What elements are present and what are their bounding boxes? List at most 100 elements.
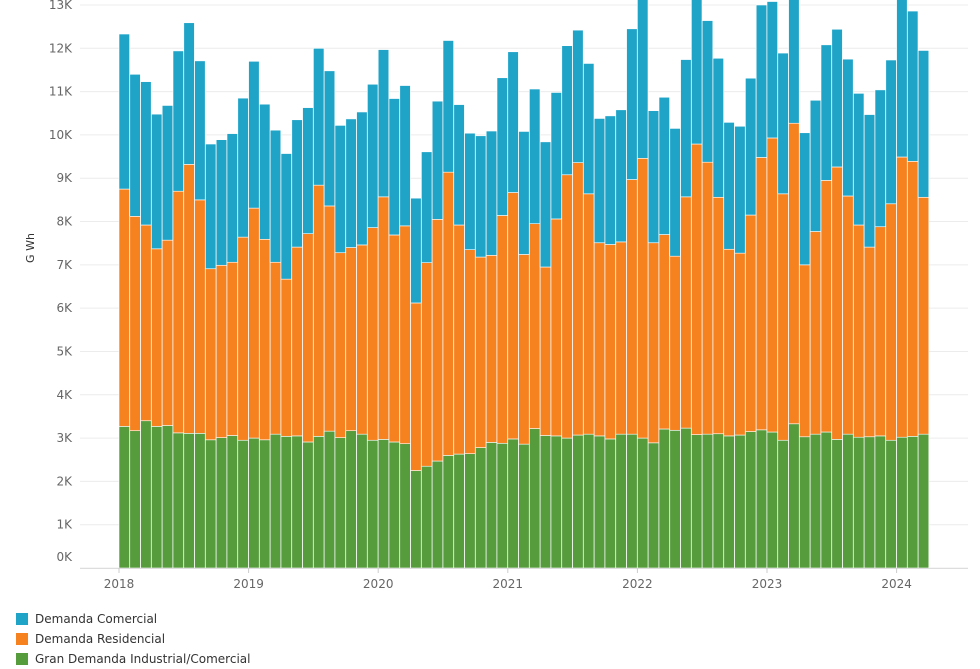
bar-segment[interactable]: Demanda Comercial 2019-05: 2940 [291,119,303,248]
bars[interactable]: Gran Demanda Industrial/Comercial 2018-0… [118,0,930,569]
bar-segment[interactable]: Demanda Residencial 2022-02: 4620 [647,242,660,444]
bar-segment[interactable]: Demanda Residencial 2020-08: 5290 [453,224,465,455]
bar-segment[interactable]: Demanda Comercial 2020-12: 3180 [496,77,508,216]
bar-segment[interactable]: Demanda Residencial 2021-12: 5880 [626,179,638,435]
bar-segment[interactable]: Gran Demanda Industrial/Comercial 2018-1… [226,435,238,569]
bar-segment[interactable]: Demanda Residencial 2023-08: 5500 [842,195,854,435]
bar-segment[interactable]: Gran Demanda Industrial/Comercial 2023-0… [842,433,854,569]
bar-segment[interactable]: Demanda Comercial 2023-05: 3030 [809,99,822,232]
bar-segment[interactable]: Demanda Comercial 2019-03: 3050 [269,129,282,263]
bar-segment[interactable]: Gran Demanda Industrial/Comercial 2023-0… [831,439,843,569]
bar-segment[interactable]: Gran Demanda Industrial/Comercial 2018-0… [205,439,217,569]
bar-segment[interactable]: Demanda Residencial 2019-02: 4630 [259,238,271,441]
bar-segment[interactable]: Demanda Comercial 2022-05: 3170 [680,59,692,198]
bar-segment[interactable]: Demanda Residencial 2018-03: 4520 [140,224,152,422]
bar-segment[interactable]: Demanda Residencial 2023-03: 6940 [788,122,800,425]
bar-segment[interactable]: Demanda Comercial 2023-03: 3240 [788,0,800,124]
bar-segment[interactable]: Gran Demanda Industrial/Comercial 2021-0… [539,435,552,569]
bar-segment[interactable]: Gran Demanda Industrial/Comercial 2022-0… [669,429,681,569]
bar-segment[interactable]: Gran Demanda Industrial/Comercial 2020-0… [453,453,465,569]
bar-segment[interactable]: Demanda Comercial 2022-07: 3270 [701,20,714,163]
bar-segment[interactable]: Gran Demanda Industrial/Comercial 2019-1… [345,430,357,569]
bar-segment[interactable]: Demanda Residencial 2022-03: 4490 [658,234,670,430]
bar-segment[interactable]: Demanda Residencial 2021-06: 6080 [561,174,573,439]
bar-segment[interactable]: Gran Demanda Industrial/Comercial 2024-0… [917,433,930,569]
bar-segment[interactable]: Demanda Comercial 2019-10: 2970 [345,118,357,248]
bar-segment[interactable]: Demanda Residencial 2022-12: 6290 [755,157,768,431]
bar-segment[interactable]: Gran Demanda Industrial/Comercial 2023-0… [788,423,800,569]
bar-segment[interactable]: Demanda Residencial 2020-03: 5030 [399,225,411,445]
bar-segment[interactable]: Demanda Residencial 2023-09: 4900 [853,224,865,438]
bar-segment[interactable]: Gran Demanda Industrial/Comercial 2022-0… [712,433,724,569]
bar-segment[interactable]: Demanda Comercial 2021-03: 3110 [529,88,541,225]
bar-segment[interactable]: Demanda Comercial 2021-06: 2980 [561,45,573,176]
bar-segment[interactable]: Demanda Comercial 2020-10: 2800 [475,135,487,258]
bar-segment[interactable]: Gran Demanda Industrial/Comercial 2018-0… [151,426,163,569]
bar-segment[interactable]: Demanda Residencial 2019-04: 3630 [280,278,292,437]
bar-segment[interactable]: Demanda Residencial 2020-10: 4400 [475,256,487,448]
bar-segment[interactable]: Demanda Comercial 2020-08: 2780 [453,104,465,226]
bar-segment[interactable]: Gran Demanda Industrial/Comercial 2023-1… [885,439,897,569]
bar-segment[interactable]: Gran Demanda Industrial/Comercial 2019-1… [356,433,368,569]
bar-segment[interactable]: Demanda Comercial 2021-11: 3050 [615,109,627,243]
bar-segment[interactable]: Demanda Residencial 2023-12: 5460 [885,203,897,441]
bar-segment[interactable]: Gran Demanda Industrial/Comercial 2018-0… [172,432,184,569]
bar-segment[interactable]: Demanda Residencial 2022-04: 4020 [669,255,681,431]
bar-segment[interactable]: Demanda Residencial 2018-01: 5480 [118,188,130,427]
bar-segment[interactable]: Gran Demanda Industrial/Comercial 2019-0… [302,441,314,569]
bar-segment[interactable]: Gran Demanda Industrial/Comercial 2021-1… [615,433,627,569]
bar-segment[interactable]: Gran Demanda Industrial/Comercial 2022-0… [680,427,692,569]
bar-segment[interactable]: Demanda Comercial 2021-02: 2840 [518,131,530,255]
bar-segment[interactable]: Gran Demanda Industrial/Comercial 2023-0… [777,439,789,569]
bar-segment[interactable]: Demanda Residencial 2018-05: 4280 [161,239,174,426]
bar-segment[interactable]: Gran Demanda Industrial/Comercial 2019-0… [248,437,260,569]
bar-segment[interactable]: Demanda Residencial 2023-01: 6790 [766,137,778,433]
bar-segment[interactable]: Demanda Comercial 2021-01: 3250 [507,51,519,193]
bar-segment[interactable]: Demanda Comercial 2019-08: 3120 [323,70,336,207]
bar-segment[interactable]: Demanda Comercial 2020-05: 2560 [421,151,433,263]
bar-segment[interactable]: Demanda Comercial 2022-03: 3170 [658,96,670,235]
bar-segment[interactable]: Demanda Residencial 2019-07: 5800 [313,184,325,437]
bar-segment[interactable]: Demanda Comercial 2022-12: 3520 [755,4,768,158]
bar-segment[interactable]: Demanda Residencial 2022-07: 6280 [701,161,714,435]
bar-segment[interactable]: Demanda Comercial 2023-01: 3150 [766,1,778,139]
bar-segment[interactable]: Gran Demanda Industrial/Comercial 2021-0… [529,428,541,569]
bar-segment[interactable]: Gran Demanda Industrial/Comercial 2019-0… [313,436,325,569]
bar-segment[interactable]: Demanda Comercial 2018-07: 3270 [183,22,195,165]
bar-segment[interactable]: Demanda Residencial 2023-06: 5810 [820,180,832,433]
bar-segment[interactable]: Demanda Comercial 2022-01: 3740 [637,0,649,159]
bar-segment[interactable]: Demanda Residencial 2024-01: 6470 [896,156,908,438]
bar-segment[interactable]: Gran Demanda Industrial/Comercial 2018-0… [140,420,152,569]
bar-segment[interactable]: Demanda Residencial 2018-06: 5580 [172,190,184,434]
bar-segment[interactable]: Gran Demanda Industrial/Comercial 2021-0… [518,443,530,569]
bar-segment[interactable]: Demanda Comercial 2023-06: 3130 [820,44,832,181]
bar-segment[interactable]: Gran Demanda Industrial/Comercial 2021-0… [507,438,519,569]
bar-segment[interactable]: Demanda Residencial 2019-05: 4360 [291,246,303,437]
bar-segment[interactable]: Demanda Residencial 2019-08: 5200 [323,205,336,432]
bar-segment[interactable]: Demanda Comercial 2018-10: 2900 [215,139,228,266]
bar-segment[interactable]: Demanda Residencial 2019-10: 4230 [345,247,357,432]
bar-segment[interactable]: Demanda Comercial 2022-11: 3160 [745,77,757,216]
bar-segment[interactable]: Gran Demanda Industrial/Comercial 2022-1… [755,429,768,569]
legend-item[interactable]: Demanda Comercial [16,609,250,629]
bar-segment[interactable]: Demanda Residencial 2018-09: 3950 [205,268,217,441]
bar-segment[interactable]: Gran Demanda Industrial/Comercial 2021-0… [572,434,584,569]
bar-segment[interactable]: Gran Demanda Industrial/Comercial 2018-1… [237,439,249,569]
bar-segment[interactable]: Gran Demanda Industrial/Comercial 2021-1… [604,438,616,569]
bar-segment[interactable]: Demanda Residencial 2018-07: 6210 [183,164,195,434]
bar-segment[interactable]: Demanda Residencial 2021-01: 5690 [507,192,519,440]
bar-segment[interactable]: Demanda Comercial 2023-11: 3160 [874,89,886,228]
bar-segment[interactable]: Gran Demanda Industrial/Comercial 2020-1… [485,442,498,569]
bar-segment[interactable]: Demanda Residencial 2023-04: 3970 [799,264,811,438]
bar-segment[interactable]: Gran Demanda Industrial/Comercial 2018-1… [215,437,228,569]
bar-segment[interactable]: Demanda Comercial 2022-06: 3530 [691,0,703,145]
bar-segment[interactable]: Gran Demanda Industrial/Comercial 2022-0… [723,435,735,569]
bar-segment[interactable]: Demanda Residencial 2023-07: 6290 [831,166,843,440]
bar-segment[interactable]: Gran Demanda Industrial/Comercial 2022-1… [745,431,757,569]
bar-segment[interactable]: Gran Demanda Industrial/Comercial 2018-0… [118,426,130,569]
bar-segment[interactable]: Demanda Comercial 2021-07: 3060 [572,29,584,163]
bar-segment[interactable]: Demanda Comercial 2023-08: 3160 [842,58,854,197]
bar-segment[interactable]: Demanda Comercial 2019-02: 3120 [259,103,271,240]
bar-segment[interactable]: Gran Demanda Industrial/Comercial 2019-0… [259,439,271,569]
bar-segment[interactable]: Demanda Residencial 2024-03: 5470 [917,196,930,435]
